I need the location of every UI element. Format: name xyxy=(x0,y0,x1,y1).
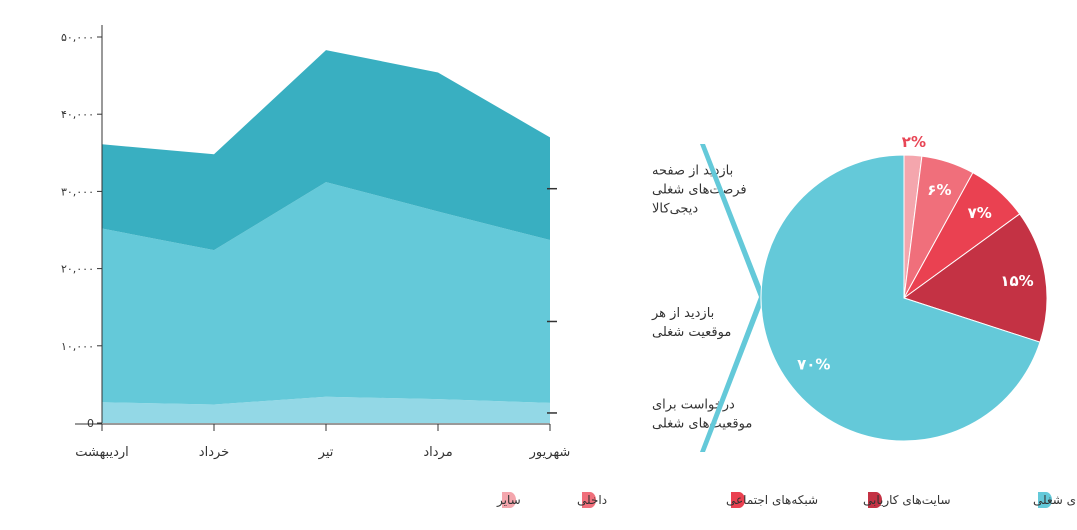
series-label: درخواست برای موقعیت‌های شغلی xyxy=(652,397,752,431)
y-tick-label: ۱۰,۰۰۰ xyxy=(61,340,94,353)
y-tick-label: 0 xyxy=(87,417,94,430)
legend-swatch xyxy=(1038,492,1052,508)
y-tick-label: ۵۰,۰۰۰ xyxy=(61,31,94,44)
legend-label: سایت‌های کاریابی xyxy=(863,493,951,508)
legend-label: شبکه‌های اجتماعی xyxy=(726,493,818,507)
x-tick-label: شهریور xyxy=(529,445,571,460)
pie-slice-labels: ۲% ۶% ۷% ۱۵% ۷۰% xyxy=(797,133,1034,374)
pie-slice-label: ۶% xyxy=(927,181,951,199)
x-tick-label: مرداد xyxy=(423,445,452,460)
legend-swatch xyxy=(582,492,596,508)
legend-label: داخلی xyxy=(577,493,607,507)
legend-swatch xyxy=(868,492,882,508)
legend-swatch xyxy=(731,492,745,508)
y-tick-label: ۴۰,۰۰۰ xyxy=(61,108,94,121)
area-series-0 xyxy=(102,396,550,423)
pie-slice-label: ۷۰% xyxy=(797,356,830,374)
area-series-1 xyxy=(102,182,550,405)
pie-slice xyxy=(760,154,1041,442)
area-series-2 xyxy=(102,50,550,251)
pie-slice xyxy=(902,213,1048,343)
legend-swatch xyxy=(502,492,516,508)
legend-label: صفحه فرصت‌های شغلی xyxy=(1033,493,1077,508)
x-tick-label: تیر xyxy=(318,445,334,460)
y-tick-label: ۲۰,۰۰۰ xyxy=(61,263,94,276)
series-label: بازدید از صفحه فرصت‌های شغلی دیجی‌کالا xyxy=(652,164,747,217)
pie-legend: صفحه فرصت‌های شغلی سایت‌های کاریابی شبکه‌ه… xyxy=(496,492,1077,508)
y-tick-label: ۳۰,۰۰۰ xyxy=(61,185,94,198)
pie-slice-label: ۱۵% xyxy=(1000,272,1033,290)
pie-slice-label: ۲% xyxy=(902,133,926,151)
area-series-labels: درخواست برای موقعیت‌های شغلی بازدید از هر م… xyxy=(547,164,752,431)
area-chart xyxy=(102,50,550,423)
pie-slice-label: ۷% xyxy=(968,204,992,222)
legend-label: سایر xyxy=(496,493,521,508)
x-tick-label: اردیبهشت xyxy=(75,445,129,460)
x-tick-label: خرداد xyxy=(199,445,229,460)
pie-chart xyxy=(760,154,1048,442)
area-chart-axes: 0 ۱۰,۰۰۰ ۲۰,۰۰۰ ۳۰,۰۰۰ ۴۰,۰۰۰ ۵۰,۰۰۰ اردیبهشت خ… xyxy=(61,25,570,460)
series-label: بازدید از هر موقعیت شغلی xyxy=(651,306,731,340)
